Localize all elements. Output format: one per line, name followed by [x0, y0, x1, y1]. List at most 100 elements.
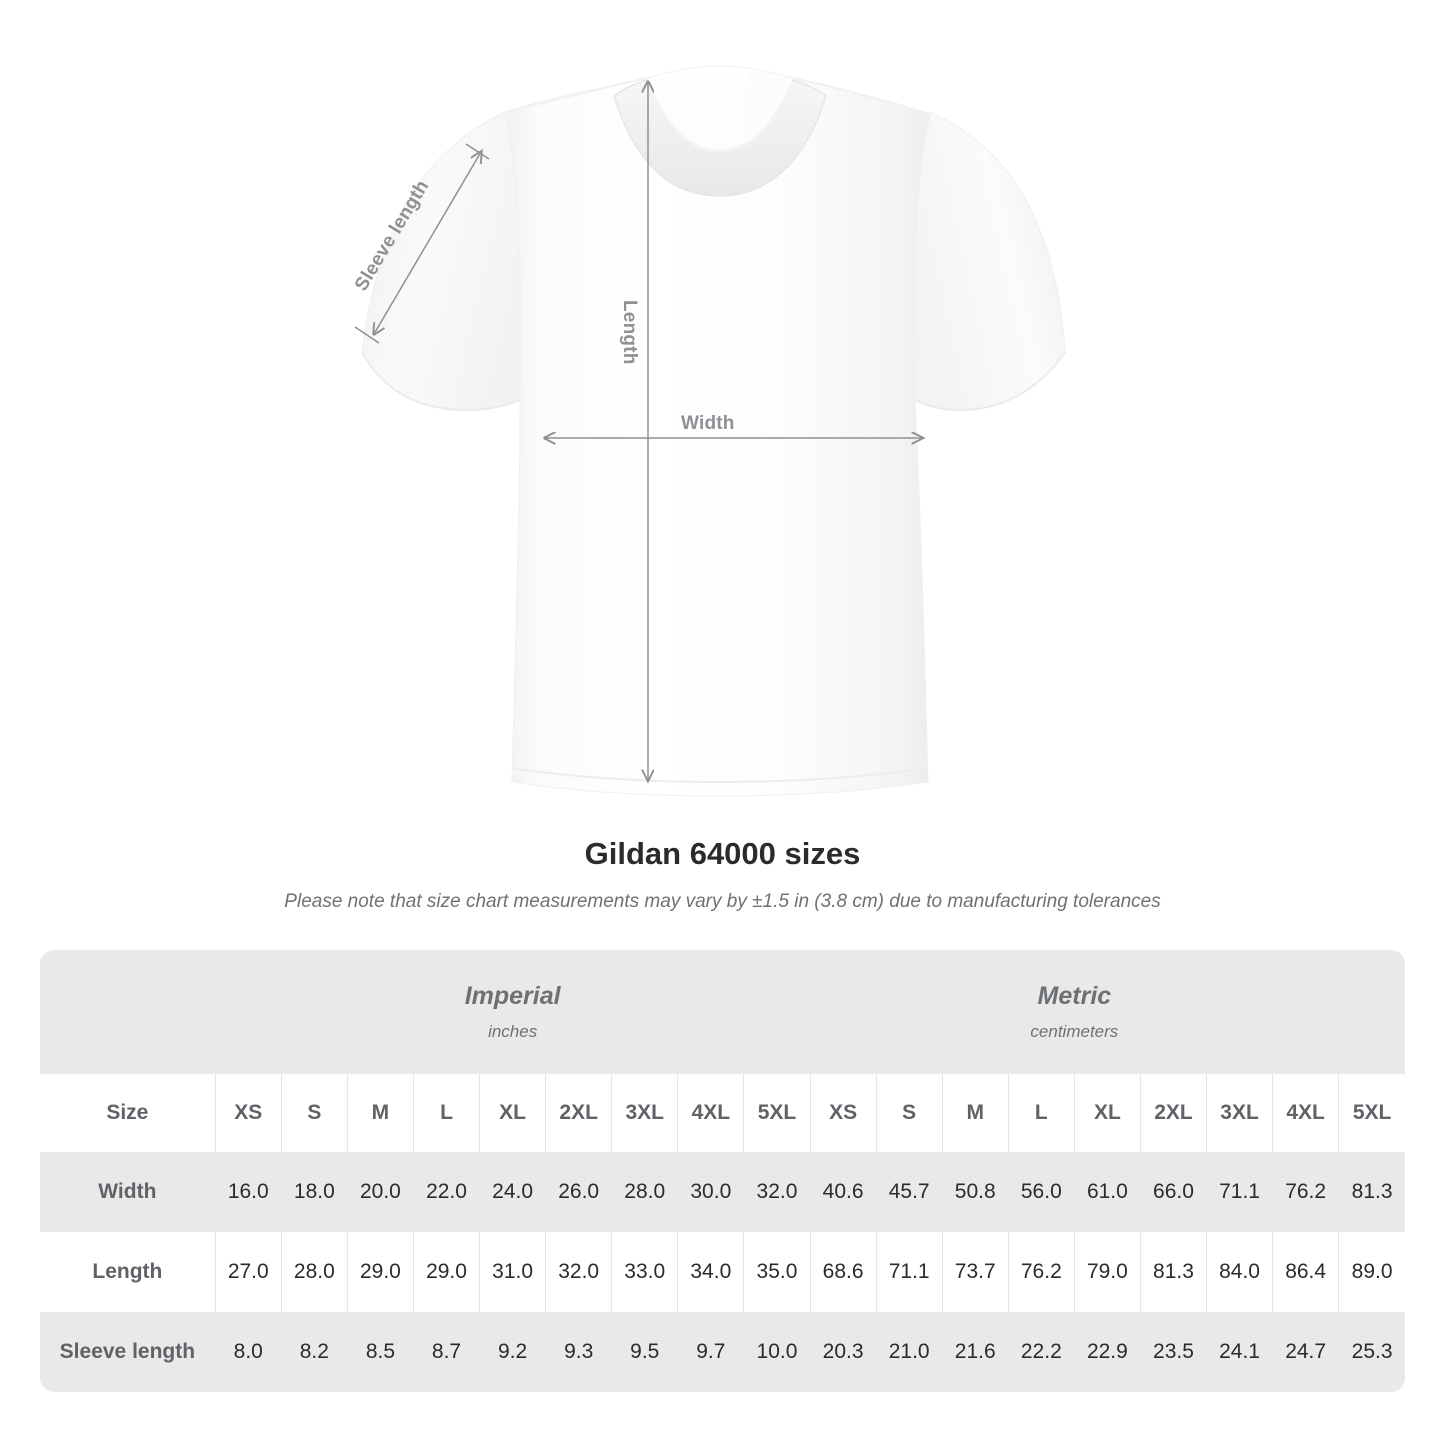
cell-sleeve-length: 8.5: [346, 1312, 414, 1392]
cell-width: 26.0: [545, 1152, 612, 1232]
row-label-width: Width: [40, 1152, 216, 1232]
cell-sleeve-length: 24.7: [1272, 1312, 1339, 1392]
size-header-cell: L: [1007, 1074, 1075, 1152]
unit-banner-spacer: [40, 950, 216, 1074]
size-header-cell: 2XL: [545, 1074, 612, 1152]
size-header-cell: 2XL: [1139, 1074, 1207, 1152]
cell-length: 31.0: [479, 1232, 546, 1312]
cell-sleeve-length: 21.0: [875, 1312, 943, 1392]
unit-banner-spacer-right: [1338, 950, 1405, 1074]
cell-width: 22.0: [412, 1152, 480, 1232]
tshirt-diagram: Sleeve length Length Width: [350, 65, 1066, 797]
length-label: Length: [619, 300, 640, 365]
size-header-cell: XL: [1073, 1074, 1141, 1152]
cell-length: 73.7: [941, 1232, 1009, 1312]
cell-length: 32.0: [545, 1232, 612, 1312]
cell-sleeve-length: 8.2: [280, 1312, 348, 1392]
size-header-cell: M: [346, 1074, 414, 1152]
size-header-cell: 4XL: [677, 1074, 744, 1152]
cell-length: 27.0: [214, 1232, 282, 1312]
cell-width: 50.8: [941, 1152, 1009, 1232]
unit-group-metric: Metric centimeters: [810, 950, 1339, 1074]
unit-banner-row: Imperial inches Metric centimeters: [40, 950, 1405, 1074]
tolerance-note: Please note that size chart measurements…: [284, 891, 1161, 912]
cell-length: 76.2: [1007, 1232, 1075, 1312]
width-label: Width: [681, 413, 735, 434]
size-header-cell: XS: [214, 1074, 282, 1152]
hem-line: [511, 767, 929, 784]
cell-width: 16.0: [214, 1152, 282, 1232]
table-row: Sleeve length 8.0 8.2 8.5 8.7 9.2 9.3 9.…: [40, 1312, 1405, 1392]
size-header-cell: S: [875, 1074, 943, 1152]
row-label-sleeve-length: Sleeve length: [40, 1312, 216, 1392]
cell-length: 81.3: [1139, 1232, 1207, 1312]
size-chart-table: Imperial inches Metric centimeters Size …: [40, 950, 1405, 1392]
sleeve-length-arrow: [354, 143, 490, 344]
tshirt-illustration: [354, 65, 1066, 797]
cell-width: 24.0: [479, 1152, 546, 1232]
cell-width: 81.3: [1338, 1152, 1405, 1232]
cell-width: 45.7: [875, 1152, 943, 1232]
size-header-cell: L: [412, 1074, 480, 1152]
cell-length: 89.0: [1338, 1232, 1405, 1312]
cell-length: 34.0: [677, 1232, 744, 1312]
cell-sleeve-length: 8.0: [214, 1312, 282, 1392]
page-title: Gildan 64000 sizes: [584, 836, 861, 871]
cell-width: 61.0: [1073, 1152, 1141, 1232]
cell-width: 32.0: [743, 1152, 811, 1232]
cell-sleeve-length: 23.5: [1139, 1312, 1207, 1392]
cell-sleeve-length: 9.2: [479, 1312, 546, 1392]
cell-length: 86.4: [1272, 1232, 1339, 1312]
cell-length: 35.0: [743, 1232, 811, 1312]
unit-group-metric-name: Metric: [1037, 982, 1112, 1010]
cell-sleeve-length: 9.7: [677, 1312, 744, 1392]
cell-width: 56.0: [1007, 1152, 1075, 1232]
cell-sleeve-length: 9.3: [545, 1312, 612, 1392]
cell-length: 28.0: [280, 1232, 348, 1312]
cell-width: 66.0: [1139, 1152, 1207, 1232]
size-header-label: Size: [40, 1074, 216, 1152]
cell-sleeve-length: 22.2: [1007, 1312, 1075, 1392]
cell-sleeve-length: 8.7: [412, 1312, 480, 1392]
cell-width: 18.0: [280, 1152, 348, 1232]
cell-sleeve-length: 20.3: [809, 1312, 877, 1392]
cell-width: 30.0: [677, 1152, 744, 1232]
cell-length: 29.0: [412, 1232, 480, 1312]
size-header-cell: S: [280, 1074, 348, 1152]
size-chart-table-wrapper: Imperial inches Metric centimeters Size …: [40, 950, 1405, 1392]
cell-width: 71.1: [1206, 1152, 1273, 1232]
table-row: Length 27.0 28.0 29.0 29.0 31.0 32.0 33.…: [40, 1232, 1405, 1312]
cell-sleeve-length: 22.9: [1073, 1312, 1141, 1392]
cell-length: 79.0: [1073, 1232, 1141, 1312]
cell-sleeve-length: 25.3: [1338, 1312, 1405, 1392]
cell-width: 28.0: [611, 1152, 678, 1232]
size-header-cell: 5XL: [1338, 1074, 1405, 1152]
cell-length: 33.0: [611, 1232, 678, 1312]
size-header-cell: XS: [809, 1074, 877, 1152]
cell-sleeve-length: 24.1: [1206, 1312, 1273, 1392]
size-header-cell: XL: [479, 1074, 546, 1152]
size-header-row: Size XS S M L XL 2XL 3XL 4XL 5XL XS S M …: [40, 1074, 1405, 1152]
cell-length: 68.6: [809, 1232, 877, 1312]
cell-width: 20.0: [346, 1152, 414, 1232]
cell-length: 71.1: [875, 1232, 943, 1312]
size-header-cell: M: [941, 1074, 1009, 1152]
unit-group-imperial: Imperial inches: [215, 950, 811, 1074]
size-header-cell: 3XL: [611, 1074, 678, 1152]
row-label-length: Length: [40, 1232, 216, 1312]
cell-length: 29.0: [346, 1232, 414, 1312]
size-header-cell: 3XL: [1206, 1074, 1273, 1152]
unit-group-imperial-name: Imperial: [464, 982, 561, 1010]
table-row: Width 16.0 18.0 20.0 22.0 24.0 26.0 28.0…: [40, 1152, 1405, 1232]
cell-sleeve-length: 10.0: [743, 1312, 811, 1392]
title-block: Gildan 64000 sizes Please note that size…: [0, 834, 1445, 914]
unit-group-imperial-sub: inches: [488, 1022, 538, 1041]
cell-sleeve-length: 9.5: [611, 1312, 678, 1392]
cell-length: 84.0: [1206, 1232, 1273, 1312]
size-header-cell: 4XL: [1272, 1074, 1339, 1152]
size-header-cell: 5XL: [743, 1074, 811, 1152]
cell-width: 40.6: [809, 1152, 877, 1232]
cell-sleeve-length: 21.6: [941, 1312, 1009, 1392]
cell-width: 76.2: [1272, 1152, 1339, 1232]
unit-group-metric-sub: centimeters: [1030, 1022, 1119, 1041]
